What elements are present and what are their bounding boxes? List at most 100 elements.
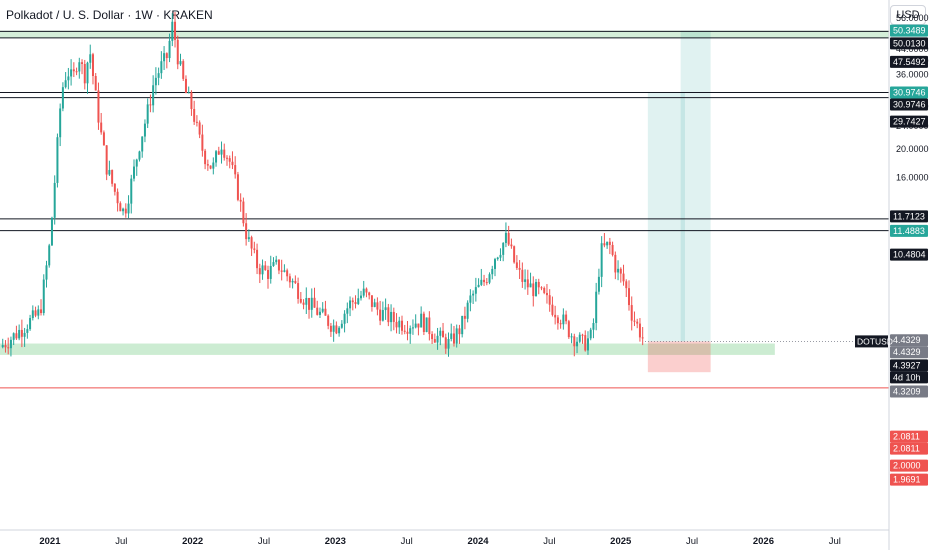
candle-body (398, 320, 401, 328)
candle-body (504, 232, 507, 243)
candle-body (42, 279, 45, 314)
candle-body (589, 329, 592, 339)
candle-body (422, 313, 425, 333)
y-tick-label: 56.0000 (896, 13, 929, 23)
candle-body (220, 149, 223, 155)
candle-body (428, 317, 431, 335)
candle-body (554, 314, 557, 318)
x-tick-label: Jul (829, 536, 841, 547)
candle-body (50, 217, 53, 246)
candle-body (600, 243, 603, 277)
candles (1, 12, 644, 357)
candle-body (524, 279, 527, 282)
candle-body (581, 334, 584, 336)
currency-button[interactable]: USD (890, 5, 926, 25)
candle-body (9, 339, 12, 349)
candle-body (551, 304, 554, 315)
x-tick-label: 2024 (467, 536, 489, 547)
candle-body (182, 61, 185, 79)
price-label-bg (890, 359, 928, 372)
candle-body (338, 327, 341, 334)
candle-body (340, 323, 343, 328)
candle-body (403, 330, 406, 332)
x-tick-label: Jul (543, 536, 555, 547)
candle-body (409, 328, 412, 334)
candle-body (308, 297, 311, 310)
candle-body (122, 208, 125, 212)
candle-body (223, 149, 226, 158)
resistance-zone (0, 30, 889, 38)
candle-body (436, 335, 439, 343)
candle-body (31, 310, 34, 319)
chart-title: Polkadot / U. S. Dollar · 1W · KRAKEN (6, 8, 213, 22)
candle-body (100, 122, 103, 133)
candle-body (401, 320, 404, 331)
candle-body (324, 308, 327, 316)
candle-body (608, 241, 611, 245)
candle-body (450, 333, 453, 339)
candle-body (466, 302, 469, 319)
x-tick-label: 2023 (325, 536, 346, 547)
candle-body (264, 265, 267, 270)
candle-body (463, 315, 466, 319)
candle-body (597, 276, 600, 292)
candle-body (261, 265, 264, 275)
price-label: 50.0130 (893, 38, 926, 48)
price-label: 4.3209 (893, 386, 921, 396)
candle-body (357, 298, 360, 304)
candle-body (469, 295, 472, 303)
candle-body (7, 347, 10, 349)
candle-body (70, 69, 73, 77)
candle-body (537, 281, 540, 288)
candle-body (477, 284, 480, 288)
candle-body (545, 292, 548, 296)
price-label: 4.3927 (893, 360, 921, 370)
candle-body (526, 279, 529, 288)
candle-body (641, 337, 644, 339)
price-label: 4.4329 (893, 347, 921, 357)
price-label-bg (890, 210, 928, 223)
candle-body (143, 123, 146, 137)
price-label-bg (890, 371, 928, 384)
candle-body (543, 288, 546, 293)
candle-body (179, 61, 182, 65)
candle-body (113, 183, 116, 192)
candle-body (146, 104, 149, 124)
price-label-bg (890, 55, 928, 68)
candle-body (124, 208, 127, 214)
candle-body (354, 302, 357, 304)
candle-body (447, 338, 450, 349)
candle-body (507, 232, 510, 245)
candle-body (190, 92, 193, 110)
candle-body (513, 246, 516, 263)
candle-body (97, 90, 100, 123)
candle-body (40, 309, 43, 314)
price-label: 11.7123 (893, 211, 925, 221)
candle-body (414, 323, 417, 328)
candle-body (540, 287, 543, 289)
candle-body (313, 297, 316, 308)
candle-body (141, 136, 144, 152)
x-tick-label: 2022 (182, 536, 203, 547)
candle-body (20, 329, 23, 337)
price-label: 4.4329 (893, 335, 921, 345)
candle-body (384, 307, 387, 311)
candle-body (45, 265, 48, 280)
candle-body (606, 241, 609, 246)
candle-body (245, 223, 248, 240)
x-tick-label: 2026 (753, 536, 774, 547)
candle-body (439, 330, 442, 336)
candle-body (625, 281, 628, 289)
candle-body (12, 333, 15, 340)
candle-body (225, 157, 228, 159)
candle-body (89, 54, 92, 63)
candle-body (127, 203, 130, 214)
x-tick-label: 2021 (39, 536, 61, 547)
price-label: 29.7427 (893, 117, 926, 127)
candle-body (234, 165, 237, 175)
candle-body (329, 325, 332, 332)
candle-body (242, 201, 245, 224)
candle-body (614, 254, 617, 273)
candle-body (59, 108, 62, 138)
